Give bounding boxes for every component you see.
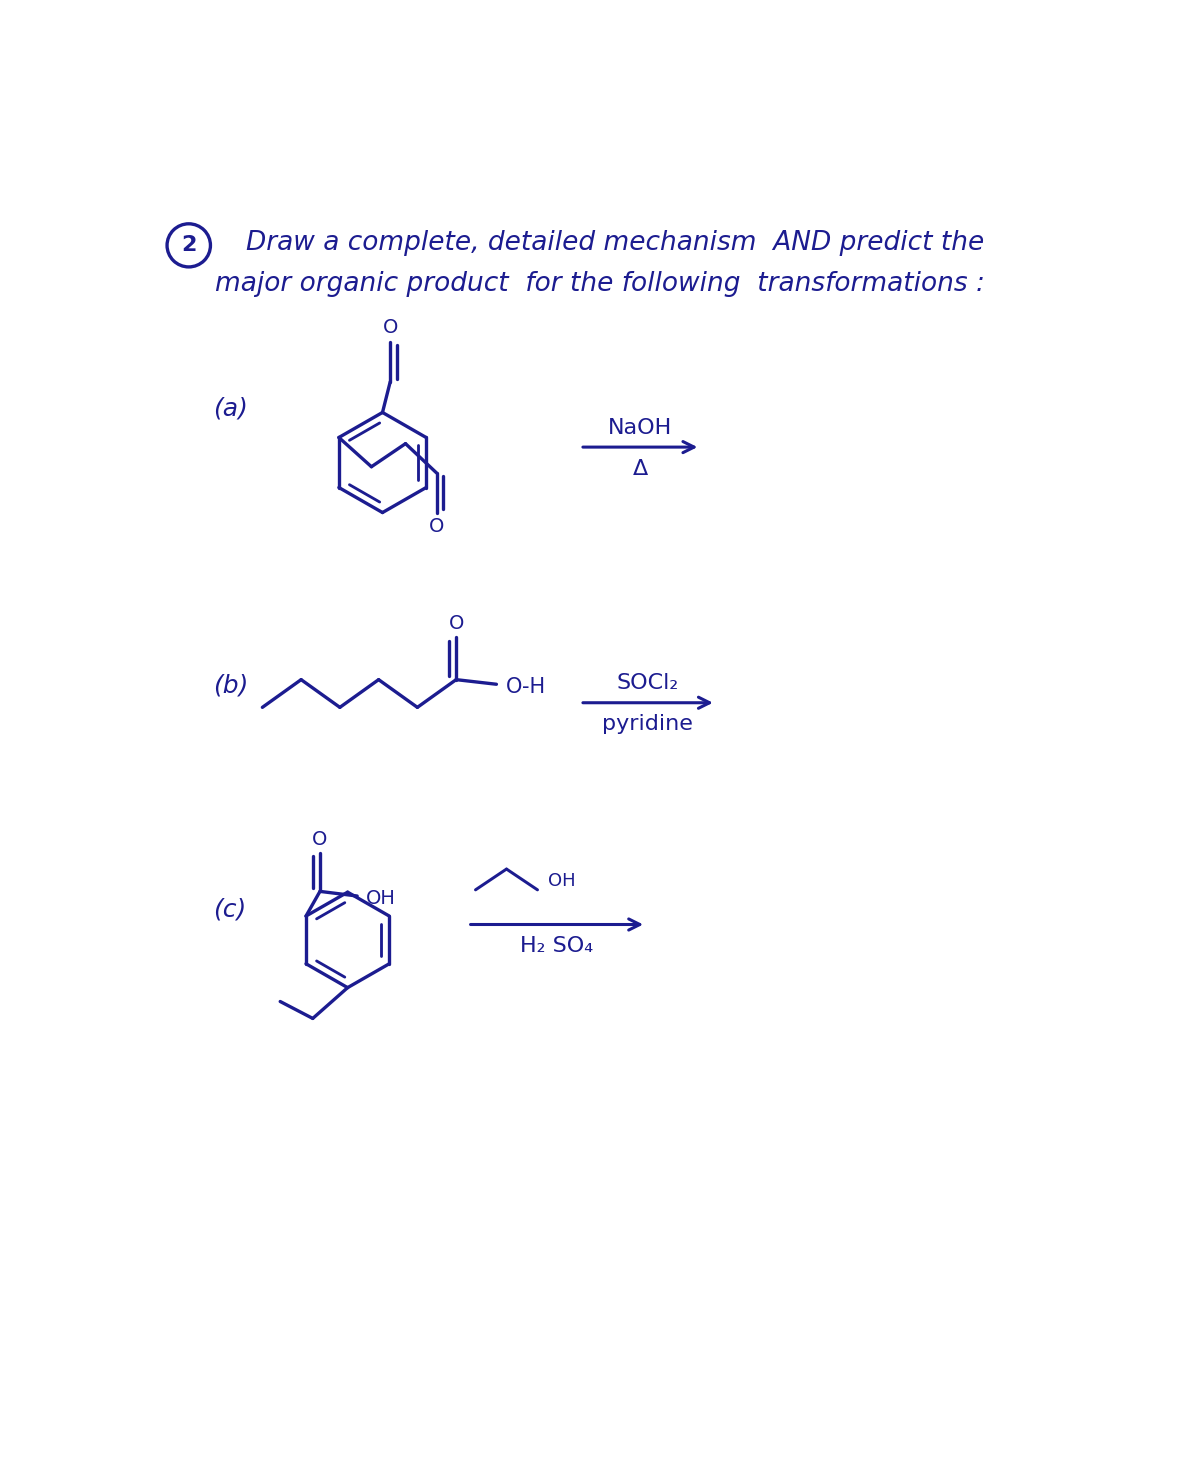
- Text: O-H: O-H: [506, 676, 546, 697]
- Text: Δ: Δ: [632, 459, 648, 478]
- Text: (c): (c): [214, 897, 247, 921]
- Text: OH: OH: [366, 889, 395, 907]
- Text: SOCl₂: SOCl₂: [617, 673, 679, 694]
- Text: O: O: [312, 829, 328, 848]
- Text: NaOH: NaOH: [608, 417, 672, 438]
- Text: O: O: [383, 318, 398, 337]
- Text: 2: 2: [181, 235, 197, 256]
- Text: O: O: [449, 614, 464, 633]
- Text: major organic product  for the following  transformations :: major organic product for the following …: [215, 271, 984, 297]
- Text: OH: OH: [548, 872, 576, 889]
- Text: H₂ SO₄: H₂ SO₄: [521, 935, 594, 956]
- Text: (a): (a): [214, 397, 248, 420]
- Text: pyridine: pyridine: [602, 715, 694, 734]
- Text: (b): (b): [214, 673, 248, 697]
- Text: Draw a complete, detailed mechanism  AND predict the: Draw a complete, detailed mechanism AND …: [246, 229, 984, 256]
- Text: O: O: [428, 518, 444, 536]
